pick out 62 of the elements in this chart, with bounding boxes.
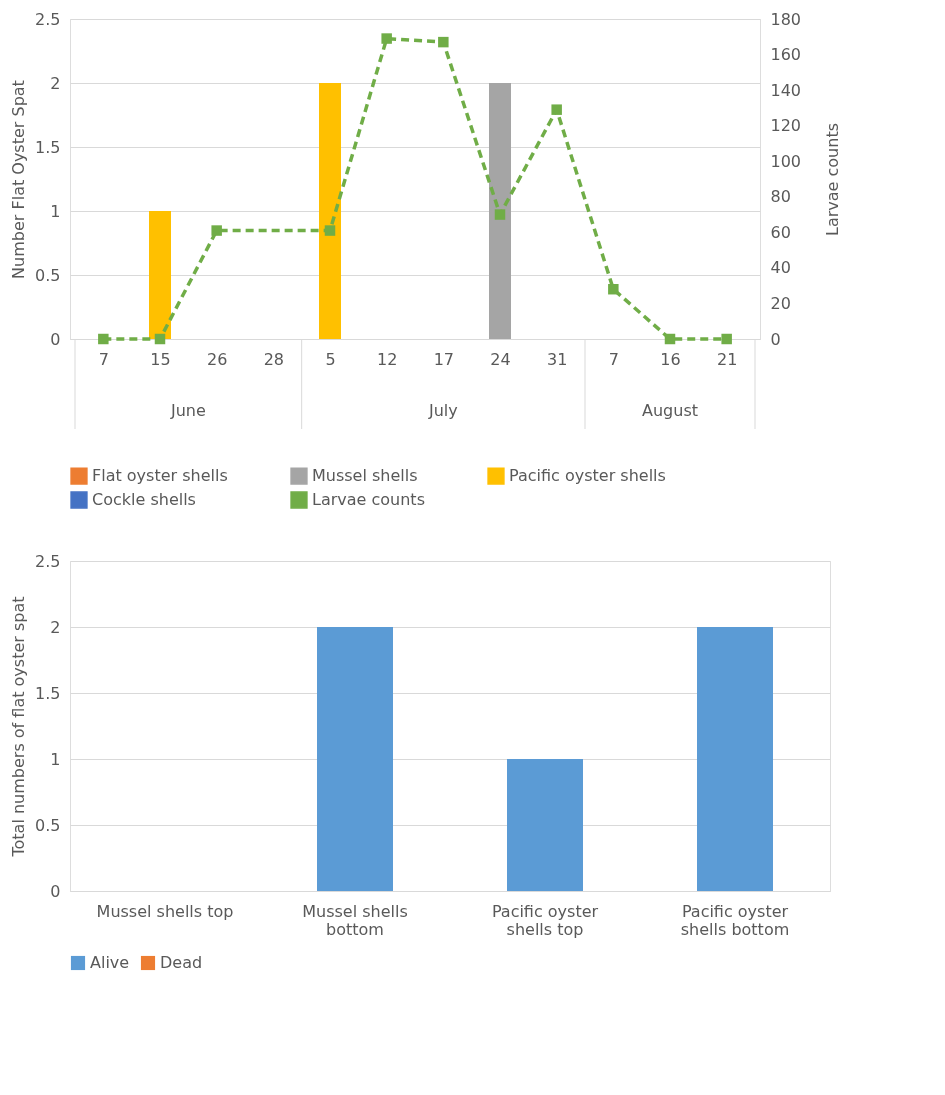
y2-tick-label: 140 [770, 80, 802, 100]
x-tick-label: Mussel shells top [96, 901, 234, 921]
point [664, 333, 676, 345]
y-axis-title: Number Flat Oyster Spat [9, 80, 29, 279]
y-tick-label: 1.5 [35, 137, 61, 157]
x-tick-label: Pacific oyster shells bottom [680, 901, 790, 939]
point [721, 333, 732, 345]
text: July [427, 401, 458, 420]
y-tick-label: 0 [50, 329, 61, 349]
y-tick-label: 2.5 [35, 9, 61, 29]
x-tick-label: 17 [433, 349, 455, 369]
y-tick-label: 2.5 [35, 551, 61, 571]
y-tick-label: 2 [50, 73, 61, 93]
x-tick-label: 26 [206, 349, 228, 369]
y2-tick-label: 0 [770, 329, 781, 349]
text: August [642, 401, 698, 420]
y2-tick-label: 60 [770, 222, 791, 242]
x-tick-label: Mussel shells bottom [302, 901, 408, 939]
point [551, 104, 562, 115]
legend-label: Dead [160, 953, 203, 972]
legend-label: Mussel shells [312, 466, 418, 486]
x-tick-label: Pacific oyster shells top [491, 901, 599, 939]
point [324, 225, 336, 236]
y2-tick-label: 80 [770, 187, 791, 207]
y2-tick-label: 180 [770, 9, 802, 29]
legend-label: Pacific oyster shells [509, 466, 666, 486]
point [494, 209, 506, 220]
legend-label: Larvae counts [312, 490, 425, 509]
y-tick-label: 1 [50, 749, 61, 769]
y-tick-label: 2 [50, 617, 61, 637]
point [381, 33, 392, 44]
point [98, 333, 109, 345]
y-axis-title: Total numbers of flat oyster spat [9, 596, 29, 858]
x-tick-label: 21 [716, 349, 738, 369]
legend-label: Flat oyster shells [92, 466, 228, 486]
x-tick-label: 5 [325, 349, 336, 369]
x-tick-label: 24 [490, 349, 511, 369]
y2-tick-label: 20 [770, 293, 791, 313]
legend-label: Alive [90, 953, 130, 972]
y-tick-label: 0 [50, 881, 61, 901]
y2-tick-label: 120 [770, 116, 802, 136]
x-tick-label: 7 [608, 349, 619, 369]
point [608, 283, 619, 295]
point [438, 36, 449, 48]
legend-label: Cockle shells [92, 490, 196, 509]
x-tick-label: 31 [546, 349, 568, 369]
y-tick-label: 0.5 [35, 815, 61, 835]
y-tick-label: 1.5 [35, 683, 61, 703]
y-tick-label: 0.5 [35, 265, 61, 285]
point [154, 333, 166, 345]
x-tick-label: 12 [376, 349, 398, 369]
x-tick-label: 16 [660, 349, 681, 369]
text: June [169, 401, 206, 420]
y2-tick-label: 160 [770, 45, 802, 65]
point [211, 225, 222, 236]
y2-axis-title: Larvae counts [823, 123, 843, 236]
y-tick-label: 1 [50, 201, 61, 221]
x-tick-label: 7 [98, 349, 109, 369]
y2-tick-label: 100 [770, 151, 802, 171]
x-tick-label: 15 [150, 349, 171, 369]
x-tick-label: 28 [263, 349, 285, 369]
y2-tick-label: 40 [770, 258, 791, 278]
